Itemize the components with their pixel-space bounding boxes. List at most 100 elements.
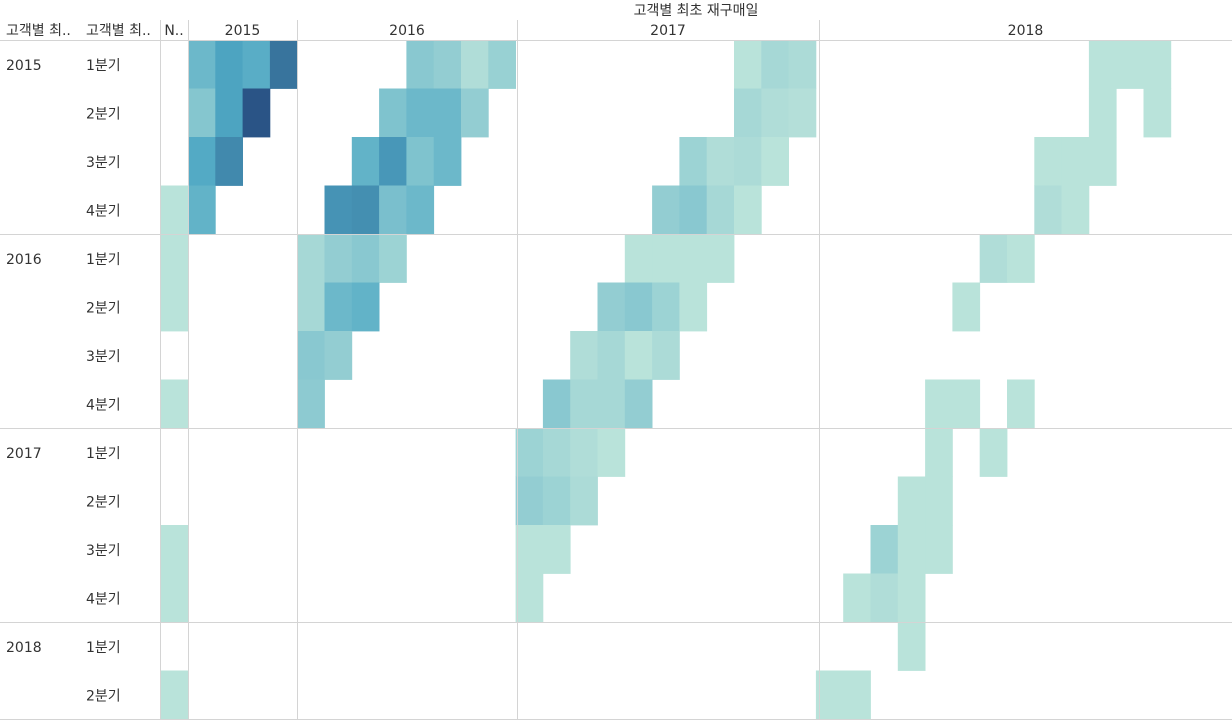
heatmap-cell[interactable] [297,379,325,429]
heatmap-cell[interactable] [597,379,626,429]
heatmap-cell[interactable] [1116,40,1144,89]
heatmap-cell[interactable] [570,331,598,380]
heatmap-cell[interactable] [1061,137,1090,186]
heatmap-cell[interactable] [897,476,926,526]
heatmap-cell[interactable] [761,40,789,89]
heatmap-cell[interactable] [433,88,462,138]
heatmap-cell[interactable] [1143,88,1172,138]
heatmap-cell[interactable] [679,137,708,186]
heatmap-cell[interactable] [925,525,953,574]
heatmap-cell[interactable] [897,573,926,623]
heatmap-cell[interactable] [188,88,216,138]
heatmap-cell[interactable] [706,234,735,283]
heatmap-cell[interactable] [1007,379,1035,429]
heatmap-cell[interactable] [461,88,489,138]
row-header-year[interactable]: 고객별 최.. [6,23,71,39]
heatmap-cell[interactable] [515,573,544,623]
heatmap-cell[interactable] [297,234,325,283]
heatmap-cell[interactable] [515,428,544,477]
heatmap-cell[interactable] [706,137,735,186]
heatmap-cell[interactable] [624,282,653,332]
heatmap-cell[interactable] [815,670,844,720]
heatmap-cell[interactable] [979,234,1008,283]
heatmap-cell[interactable] [1088,137,1117,186]
heatmap-cell[interactable] [952,282,981,332]
heatmap-cell[interactable] [734,185,762,235]
heatmap-cell[interactable] [788,88,817,138]
heatmap-cell[interactable] [952,379,981,429]
heatmap-cell[interactable] [843,670,871,720]
heatmap-cell[interactable] [406,137,435,186]
heatmap-cell[interactable] [624,234,653,283]
heatmap-cell[interactable] [269,40,298,89]
heatmap-cell[interactable] [542,525,571,574]
heatmap-cell[interactable] [297,282,325,332]
heatmap-cell[interactable] [379,137,407,186]
heatmap-cell[interactable] [624,331,653,380]
heatmap-cell[interactable] [1088,88,1117,138]
heatmap-cell[interactable] [433,40,462,89]
heatmap-cell[interactable] [870,525,899,574]
heatmap-cell[interactable] [925,428,953,477]
heatmap-cell[interactable] [161,525,189,574]
heatmap-cell[interactable] [215,40,243,89]
heatmap-cell[interactable] [215,88,243,138]
heatmap-cell[interactable] [897,622,926,671]
heatmap-cell[interactable] [1007,234,1035,283]
heatmap-cell[interactable] [351,185,380,235]
heatmap-cell[interactable] [925,476,953,526]
heatmap-cell[interactable] [570,428,598,477]
heatmap-cell[interactable] [979,428,1008,477]
heatmap-cell[interactable] [161,670,189,720]
heatmap-cell[interactable] [1088,40,1117,89]
heatmap-cell[interactable] [542,379,571,429]
heatmap-cell[interactable] [843,573,871,623]
heatmap-cell[interactable] [597,282,626,332]
heatmap-cell[interactable] [624,379,653,429]
heatmap-cell[interactable] [242,88,271,138]
heatmap-cell[interactable] [1034,137,1062,186]
heatmap-cell[interactable] [1143,40,1172,89]
heatmap-cell[interactable] [1061,185,1090,235]
heatmap-cell[interactable] [542,428,571,477]
heatmap-cell[interactable] [570,379,598,429]
heatmap-cell[interactable] [788,40,817,89]
heatmap-cell[interactable] [570,476,598,526]
heatmap-cell[interactable] [461,40,489,89]
heatmap-cell[interactable] [161,379,189,429]
heatmap-cell[interactable] [1034,185,1062,235]
heatmap-cell[interactable] [161,573,189,623]
heatmap-cell[interactable] [761,88,789,138]
heatmap-cell[interactable] [161,282,189,332]
heatmap-cell[interactable] [242,40,271,89]
heatmap-cell[interactable] [161,185,189,235]
heatmap-cell[interactable] [188,137,216,186]
heatmap-cell[interactable] [652,234,680,283]
heatmap-cell[interactable] [324,185,353,235]
heatmap-cell[interactable] [870,573,899,623]
heatmap-cell[interactable] [652,282,680,332]
heatmap-cell[interactable] [652,331,680,380]
heatmap-cell[interactable] [161,234,189,283]
heatmap-cell[interactable] [406,88,435,138]
heatmap-cell[interactable] [188,40,216,89]
heatmap-cell[interactable] [379,88,407,138]
heatmap-cell[interactable] [597,331,626,380]
heatmap-cell[interactable] [734,137,762,186]
heatmap-cell[interactable] [679,185,708,235]
heatmap-cell[interactable] [679,282,708,332]
column-header-null[interactable]: N.. [164,23,183,39]
heatmap-cell[interactable] [351,137,380,186]
heatmap-cell[interactable] [706,185,735,235]
heatmap-cell[interactable] [925,379,953,429]
row-header-quarter[interactable]: 고객별 최.. [86,23,151,39]
heatmap-cell[interactable] [324,331,353,380]
heatmap-cell[interactable] [515,476,544,526]
heatmap-cell[interactable] [515,525,544,574]
heatmap-cell[interactable] [433,137,462,186]
heatmap-cell[interactable] [734,40,762,89]
heatmap-cell[interactable] [597,428,626,477]
heatmap-cell[interactable] [652,185,680,235]
heatmap-cell[interactable] [297,331,325,380]
heatmap-cell[interactable] [897,525,926,574]
